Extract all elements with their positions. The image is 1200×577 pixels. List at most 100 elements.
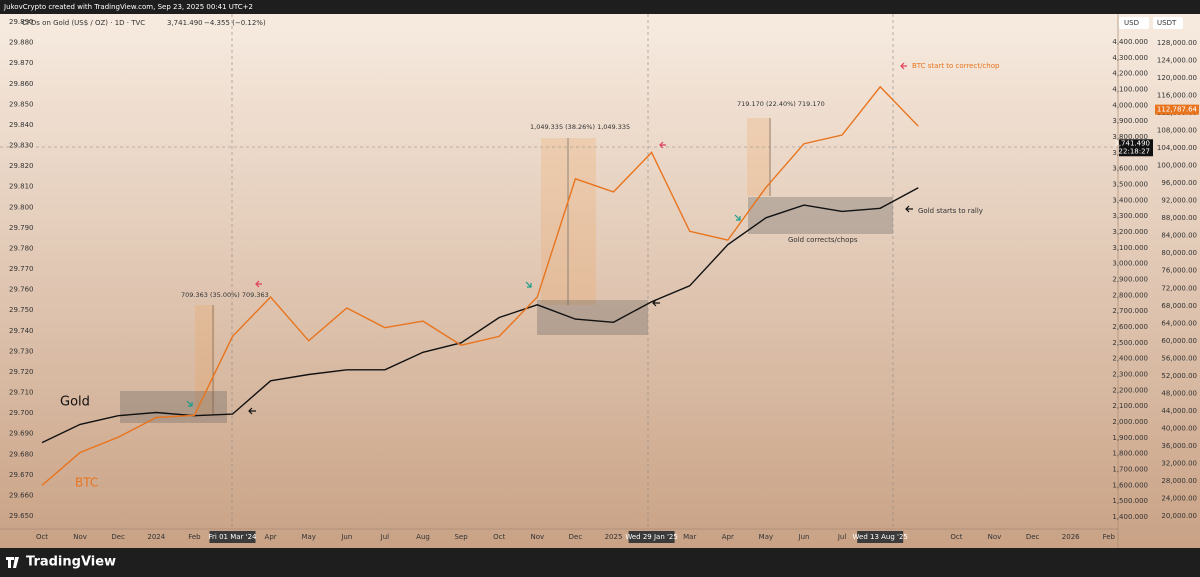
y-tick-label: 3,400.000 bbox=[1112, 196, 1148, 204]
y2-tick-label: 84,000.00 bbox=[1161, 232, 1197, 240]
y-tick-label: 4,000.000 bbox=[1112, 101, 1148, 109]
y3-tick-label: 29.710 bbox=[9, 389, 34, 397]
x-tick-label: Dec bbox=[111, 533, 125, 541]
credit: JukovCrypto created with TradingView.com… bbox=[3, 3, 253, 11]
unit-box[interactable] bbox=[1119, 17, 1149, 29]
y-tick-label: 3,800.000 bbox=[1112, 133, 1148, 141]
y2-tick-label: 56,000.00 bbox=[1161, 354, 1197, 362]
series-label: Gold bbox=[60, 395, 90, 410]
annotation: 719.170 (22.40%) 719.170 bbox=[737, 100, 825, 108]
arrow bbox=[659, 141, 666, 149]
y-tick-label: 2,800.000 bbox=[1112, 291, 1148, 299]
y3-tick-label: 29.700 bbox=[9, 409, 34, 417]
arrow bbox=[186, 400, 193, 407]
x-tick-label: Nov bbox=[988, 533, 1002, 541]
unit-box[interactable] bbox=[1153, 17, 1183, 29]
annotation: Gold corrects/chops bbox=[788, 236, 858, 244]
x-tick-label: Wed 13 Aug '25 bbox=[853, 533, 908, 541]
y3-tick-label: 29.800 bbox=[9, 203, 34, 211]
y-tick-label: 2,700.000 bbox=[1112, 307, 1148, 315]
x-tick-label: Oct bbox=[493, 533, 505, 541]
y2-tick-label: 32,000.00 bbox=[1161, 459, 1197, 467]
x-tick-label: May bbox=[301, 533, 315, 541]
range-box bbox=[541, 138, 596, 305]
x-tick-label: Feb bbox=[1103, 533, 1116, 541]
y2-tick-label: 68,000.00 bbox=[1161, 302, 1197, 310]
y2-tick-label: 44,000.00 bbox=[1161, 407, 1197, 415]
y2-tick-label: 24,000.00 bbox=[1161, 494, 1197, 502]
range-box bbox=[195, 305, 215, 415]
x-tick-label: Jul bbox=[380, 533, 390, 541]
arrow bbox=[525, 281, 532, 288]
y-tick-label: 1,500.000 bbox=[1112, 497, 1148, 505]
y3-tick-label: 29.780 bbox=[9, 244, 34, 252]
y2-unit: USDT bbox=[1157, 19, 1177, 27]
x-tick-label: 2025 bbox=[605, 533, 623, 541]
change: −4.355 (−0.12%) bbox=[204, 19, 266, 27]
countdown: 22:18:27 bbox=[1119, 147, 1150, 155]
y-tick-label: 3,500.000 bbox=[1112, 181, 1148, 189]
x-tick-label: Dec bbox=[569, 533, 583, 541]
y-tick-label: 1,600.000 bbox=[1112, 481, 1148, 489]
x-tick-label: Sep bbox=[454, 533, 468, 541]
y-tick-label: 4,400.000 bbox=[1112, 38, 1148, 46]
y3-tick-label: 29.660 bbox=[9, 491, 34, 499]
y2-tick-label: 88,000.00 bbox=[1161, 214, 1197, 222]
y-tick-label: 3,600.000 bbox=[1112, 165, 1148, 173]
y2-tick-label: 48,000.00 bbox=[1161, 389, 1197, 397]
range-box bbox=[747, 118, 771, 196]
y2-tick-label: 96,000.00 bbox=[1161, 179, 1197, 187]
y-tick-label: 2,400.000 bbox=[1112, 355, 1148, 363]
header-bar bbox=[0, 0, 1200, 14]
x-tick-label: 2024 bbox=[147, 533, 165, 541]
y3-tick-label: 29.650 bbox=[9, 512, 34, 520]
x-tick-label: Nov bbox=[530, 533, 544, 541]
x-tick-label: Apr bbox=[265, 533, 277, 541]
y3-tick-label: 29.740 bbox=[9, 327, 34, 335]
y2-tick-label: 120,000.00 bbox=[1157, 74, 1197, 82]
y3-tick-label: 29.830 bbox=[9, 142, 34, 150]
x-tick-label: Mar bbox=[683, 533, 696, 541]
price-label: 112,787.64 bbox=[1157, 106, 1198, 114]
arrow bbox=[900, 62, 907, 70]
y3-tick-label: 29.880 bbox=[9, 39, 34, 47]
y3-tick-label: 29.820 bbox=[9, 162, 34, 170]
y-tick-label: 3,000.000 bbox=[1112, 260, 1148, 268]
x-tick-label: Oct bbox=[950, 533, 962, 541]
footer-bar bbox=[0, 548, 1200, 577]
y-tick-label: 2,100.000 bbox=[1112, 402, 1148, 410]
series-label: BTC bbox=[75, 476, 98, 490]
arrow bbox=[905, 205, 913, 213]
brand: TradingView bbox=[26, 555, 116, 570]
y2-tick-label: 128,000.00 bbox=[1157, 39, 1197, 47]
y3-tick-label: 29.720 bbox=[9, 368, 34, 376]
y2-tick-label: 60,000.00 bbox=[1161, 337, 1197, 345]
y-tick-label: 4,100.000 bbox=[1112, 86, 1148, 94]
y2-tick-label: 80,000.00 bbox=[1161, 249, 1197, 257]
x-label-highlight bbox=[857, 531, 904, 543]
y2-tick-label: 116,000.00 bbox=[1157, 92, 1197, 100]
plot-background bbox=[0, 14, 1200, 548]
y2-tick-label: 104,000.00 bbox=[1157, 144, 1197, 152]
x-label-highlight bbox=[628, 531, 675, 543]
y3-tick-label: 29.760 bbox=[9, 286, 34, 294]
x-tick-label: Wed 29 Jan '25 bbox=[625, 533, 677, 541]
y3-tick-label: 29.790 bbox=[9, 224, 34, 232]
y2-tick-label: 52,000.00 bbox=[1161, 372, 1197, 380]
y2-tick-label: 108,000.00 bbox=[1157, 127, 1197, 135]
annotation: 709.363 (35.00%) 709.363 bbox=[181, 291, 269, 299]
series-line bbox=[41, 85, 919, 486]
range-box bbox=[537, 300, 648, 335]
x-tick-label: Jun bbox=[340, 533, 352, 541]
x-tick-label: Dec bbox=[1026, 533, 1040, 541]
y3-tick-label: 29.840 bbox=[9, 121, 34, 129]
x-tick-label: Fri 01 Mar '24 bbox=[209, 533, 258, 541]
y3-tick-label: 29.870 bbox=[9, 59, 34, 67]
x-tick-label: Apr bbox=[722, 533, 734, 541]
annotation: Gold starts to rally bbox=[918, 207, 983, 215]
symbol: CFDs on Gold (US$ / OZ) · 1D · TVC bbox=[22, 19, 145, 27]
y2-tick-label: 40,000.00 bbox=[1161, 424, 1197, 432]
price-label: 3,741.490 bbox=[1114, 139, 1150, 147]
